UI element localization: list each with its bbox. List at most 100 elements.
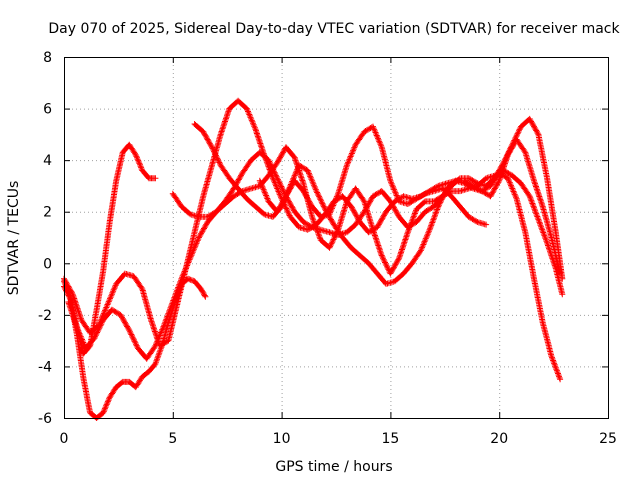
data-point (122, 151, 124, 153)
data-point (537, 218, 540, 220)
data-point (141, 376, 143, 378)
data-point (228, 108, 230, 110)
data-point (128, 144, 130, 146)
data-point (450, 190, 452, 192)
data-point (328, 247, 331, 249)
data-point (315, 190, 317, 192)
data-point (341, 195, 344, 197)
data-point (187, 278, 189, 280)
data-point (498, 180, 500, 182)
data-point (559, 378, 561, 380)
data-point (520, 182, 522, 184)
data-point (89, 412, 91, 414)
data-point (76, 327, 78, 329)
y-tick-label: 4 (43, 153, 52, 169)
y-tick-label: 8 (43, 50, 52, 66)
y-tick-label: 2 (43, 205, 52, 221)
data-point (346, 231, 348, 233)
data-point (211, 146, 213, 148)
data-point (516, 198, 518, 200)
data-point (180, 278, 183, 280)
data-point (529, 118, 531, 120)
data-point (298, 164, 300, 166)
data-series-6 (191, 121, 564, 383)
data-point (503, 162, 505, 164)
data-point (537, 133, 540, 135)
data-point (202, 195, 204, 197)
data-point (69, 298, 72, 300)
data-point (180, 206, 183, 208)
data-point (154, 363, 156, 365)
data-point (320, 229, 322, 231)
data-point (398, 257, 400, 259)
data-point (446, 182, 448, 184)
data-point (189, 257, 191, 259)
x-tick-label: 15 (381, 431, 399, 447)
data-point (115, 180, 117, 182)
data-point (398, 216, 400, 218)
data-point (402, 195, 405, 197)
data-point-markers (61, 97, 564, 349)
chart-title: Day 070 of 2025, Sidereal Day-to-day VTE… (48, 21, 620, 37)
x-tick-label: 5 (168, 431, 177, 447)
data-point (328, 231, 331, 233)
data-point (381, 146, 383, 148)
data-point (485, 177, 487, 179)
data-point (159, 345, 161, 347)
data-point (320, 239, 322, 241)
data-point (276, 211, 278, 213)
data-point (385, 211, 387, 213)
data-point (172, 193, 174, 195)
data-point (198, 236, 200, 239)
data-point (189, 213, 191, 215)
data-point (220, 133, 222, 135)
data-point (141, 288, 143, 290)
data-point (389, 273, 391, 275)
data-point (520, 126, 522, 128)
data-point (72, 293, 74, 295)
data-point (233, 195, 235, 197)
data-point (294, 211, 296, 213)
data-point (376, 273, 378, 275)
data-point (194, 231, 196, 233)
data-point (302, 190, 304, 192)
data-point (368, 262, 370, 264)
data-point (424, 200, 426, 202)
data-series-5 (169, 115, 566, 282)
data-point (128, 381, 130, 383)
data-point (150, 319, 152, 321)
data-point (455, 180, 457, 182)
data-point (555, 231, 557, 233)
data-point (415, 221, 418, 223)
data-point (276, 162, 278, 164)
x-tick-label: 10 (273, 431, 291, 447)
data-point (289, 216, 291, 218)
data-point (346, 164, 348, 166)
data-point (207, 216, 209, 218)
chart-grid (64, 57, 608, 418)
data-point (489, 195, 492, 197)
data-point (224, 203, 226, 205)
data-point (176, 303, 178, 306)
data-point (542, 322, 544, 324)
data-point (102, 319, 104, 321)
data-point (237, 100, 239, 102)
data-point (267, 159, 270, 161)
data-point (320, 216, 322, 218)
data-point (529, 195, 531, 197)
data-point (204, 296, 206, 298)
data-point (555, 267, 557, 269)
data-point (324, 208, 326, 210)
data-point (489, 185, 492, 187)
data-point (307, 169, 309, 172)
data-point (267, 200, 270, 202)
data-point (200, 288, 202, 290)
data-point (433, 200, 435, 202)
data-point (120, 314, 122, 316)
data-point (259, 180, 261, 182)
data-point (389, 200, 391, 202)
data-point (122, 381, 124, 383)
data-point (333, 224, 335, 226)
y-tick-label: -2 (38, 308, 52, 324)
